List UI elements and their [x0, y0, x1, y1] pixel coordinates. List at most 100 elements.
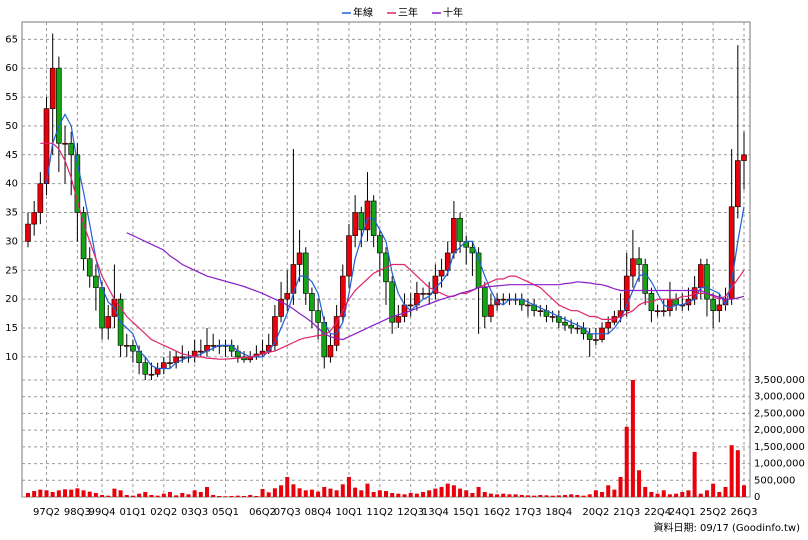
candle-body: [333, 316, 340, 346]
volume-bar: [513, 494, 518, 497]
candle-body: [327, 345, 334, 358]
candle-body: [660, 310, 667, 313]
y2-tick-label: 2,000,000: [754, 425, 805, 436]
candle-body: [636, 258, 642, 265]
candle-body: [198, 350, 204, 353]
volume-bar: [427, 490, 432, 497]
candle-body: [142, 362, 149, 375]
y-tick-label: 45: [5, 150, 18, 161]
volume-bar: [729, 445, 734, 497]
candle-body: [457, 218, 463, 242]
volume-bar: [359, 490, 364, 497]
candle-body: [272, 316, 278, 346]
candle-body: [346, 235, 352, 277]
volume-bar: [624, 426, 629, 497]
volume-bar: [649, 491, 654, 497]
volume-bar: [149, 494, 154, 497]
volume-bar: [266, 492, 271, 497]
volume-bar: [346, 476, 351, 497]
volume-bar: [186, 494, 191, 497]
y2-tick-label: 3,500,000: [754, 375, 805, 386]
candle-body: [154, 368, 161, 375]
candle-body: [586, 333, 593, 340]
volume-bar: [272, 488, 277, 497]
x-tick-label: 07Q3: [274, 507, 301, 518]
x-tick-label: 11Q2: [366, 507, 393, 518]
volume-bar: [402, 494, 407, 497]
volume-bar: [550, 495, 555, 497]
candle-body: [339, 275, 346, 317]
legend-label: 三年: [398, 6, 418, 19]
volume-bar: [563, 494, 567, 497]
volume-bar: [384, 490, 388, 497]
volume-bar: [242, 495, 247, 497]
candle-body: [697, 264, 704, 288]
volume-bar: [655, 493, 660, 497]
volume-bar: [717, 491, 722, 497]
x-tick-label: 21Q3: [613, 507, 640, 518]
volume-bar: [211, 494, 216, 497]
volume-bar: [538, 494, 543, 497]
volume-bar: [198, 491, 203, 497]
volume-bar: [174, 495, 179, 497]
x-tick-label: 06Q2: [249, 507, 276, 518]
candle-body: [500, 298, 507, 301]
volume-bar: [235, 495, 240, 497]
x-tick-label: 25Q2: [700, 507, 727, 518]
volume-bar: [205, 486, 209, 497]
volume-bar: [309, 489, 314, 497]
x-tick-label: 02Q2: [150, 507, 177, 518]
candle-body: [716, 304, 723, 312]
volume-bar: [32, 490, 37, 497]
candle-body: [377, 235, 383, 254]
candle-body: [642, 264, 649, 294]
y-tick-label: 15: [5, 323, 18, 334]
volume-bar: [488, 493, 493, 497]
volume-bar: [285, 476, 290, 497]
volume-bar: [377, 490, 382, 497]
volume-bar: [593, 490, 598, 497]
volume-bar: [661, 490, 666, 497]
volume-bar: [217, 495, 222, 497]
candle-body: [710, 298, 716, 312]
candle-body: [623, 275, 630, 312]
candle-body: [420, 293, 426, 295]
candle-body: [352, 212, 358, 236]
candle-body: [735, 160, 741, 208]
volume-bar: [87, 491, 92, 497]
candle-body: [574, 327, 581, 330]
candle-body: [37, 183, 44, 213]
candle-body: [444, 252, 451, 271]
volume-bar: [544, 495, 549, 497]
volume-bar: [408, 492, 413, 497]
candle-body: [302, 252, 309, 294]
volume-bar: [38, 489, 43, 497]
x-tick-label: 17Q3: [514, 507, 541, 518]
volume-bar: [248, 494, 253, 497]
x-tick-label: 99Q4: [89, 507, 116, 518]
y-tick-label: 40: [5, 179, 18, 190]
volume-bar: [223, 496, 228, 497]
candle-body: [481, 287, 488, 317]
y2-tick-label: 1,500,000: [754, 442, 805, 453]
candle-body: [93, 275, 99, 288]
y-tick-label: 55: [5, 92, 18, 103]
candle-body: [525, 304, 531, 307]
x-tick-label: 01Q1: [119, 507, 146, 518]
ma-line: [126, 232, 745, 341]
candle-body: [321, 321, 328, 358]
candle-body: [309, 293, 315, 312]
volume-bar: [100, 494, 105, 497]
candle-body: [667, 298, 673, 312]
volume-bar: [451, 485, 456, 497]
candle-body: [438, 269, 445, 277]
volume-bar: [525, 495, 530, 497]
volume-bar: [495, 494, 500, 497]
volume-bar: [229, 495, 234, 497]
volume-bar: [365, 483, 370, 497]
candle-body: [488, 304, 494, 317]
volume-bar: [600, 491, 605, 497]
candle-body: [741, 154, 747, 161]
volume-bar: [692, 451, 697, 497]
legend-label: 十年: [443, 6, 463, 19]
